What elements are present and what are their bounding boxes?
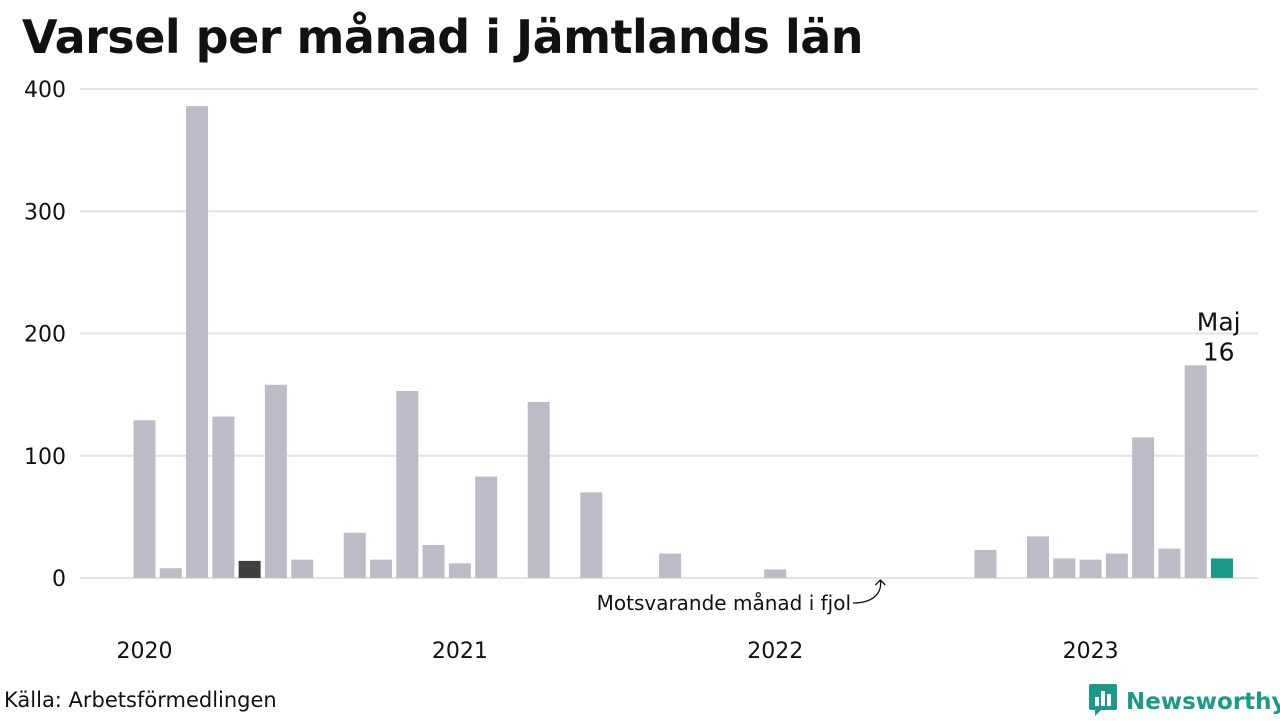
bar <box>212 416 235 578</box>
bar-current-month <box>1210 558 1233 578</box>
bar <box>1158 548 1181 578</box>
brand-logo[interactable]: Newsworthy <box>1088 683 1280 721</box>
y-tick-label: 100 <box>24 445 66 470</box>
bar <box>370 559 393 578</box>
annotation-previous-year: Motsvarande månad i fjol <box>597 579 886 615</box>
bar-chart-logo-icon <box>1088 683 1118 721</box>
y-tick-label: 300 <box>24 200 66 225</box>
bar <box>580 492 603 578</box>
bar <box>527 401 550 578</box>
bar-previous-year-month <box>238 560 261 578</box>
bar <box>764 569 787 578</box>
bar <box>343 532 366 578</box>
x-tick-label: 2020 <box>117 639 173 664</box>
bar <box>422 544 445 578</box>
y-axis-ticks: 0 100 200 300 400 <box>24 78 66 592</box>
source-note: Källa: Arbetsförmedlingen <box>4 688 277 712</box>
callout-month-label: Maj <box>1197 307 1241 336</box>
bar <box>133 420 156 578</box>
bar <box>1027 536 1050 578</box>
bar <box>1105 553 1128 578</box>
bar <box>974 549 997 578</box>
bar <box>448 563 471 578</box>
y-tick-label: 200 <box>24 323 66 348</box>
x-tick-label: 2021 <box>432 639 488 664</box>
x-tick-label: 2022 <box>747 639 803 664</box>
annotation-label: Motsvarande månad i fjol <box>597 591 851 615</box>
y-tick-label: 400 <box>24 78 66 103</box>
chart-title: Varsel per månad i Jämtlands län <box>22 10 864 64</box>
callout-value-label: 16 <box>1203 337 1235 366</box>
bar <box>659 553 682 578</box>
bar <box>475 476 498 578</box>
bar <box>159 568 182 578</box>
brand-name: Newsworthy <box>1126 689 1280 715</box>
bar <box>186 106 209 579</box>
annotation-arrow-icon <box>852 579 886 604</box>
bar <box>291 559 314 578</box>
bar <box>1132 437 1155 578</box>
y-tick-label: 0 <box>52 567 66 592</box>
bars <box>133 106 1233 579</box>
bar <box>396 390 419 578</box>
bar <box>1053 558 1076 578</box>
x-axis-ticks: 2020 2021 2022 2023 <box>117 639 1119 664</box>
grid-lines <box>80 88 1258 579</box>
current-month-callout: Maj 16 <box>1197 307 1241 366</box>
bar <box>264 384 287 578</box>
x-tick-label: 2023 <box>1063 639 1119 664</box>
bar <box>1184 365 1207 578</box>
bar <box>1079 559 1102 578</box>
